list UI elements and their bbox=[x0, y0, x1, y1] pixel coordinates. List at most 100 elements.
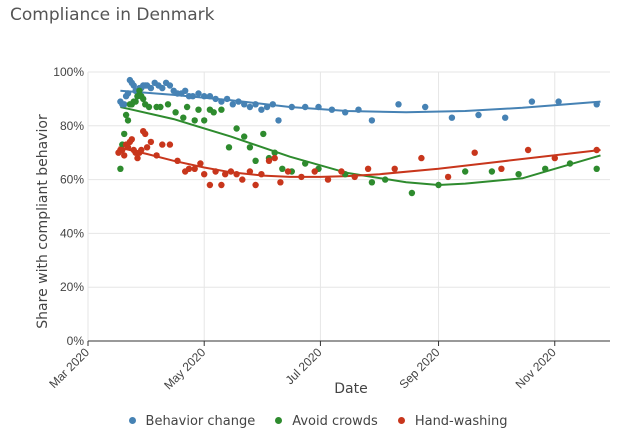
data-point bbox=[223, 95, 231, 103]
data-point bbox=[195, 106, 202, 113]
data-point bbox=[263, 103, 271, 111]
data-point bbox=[542, 165, 549, 172]
data-point bbox=[275, 117, 282, 124]
chart-plot: 0% 20% 40% 60% 80% 100% Mar 2020 May 2020 Jul 2… bbox=[35, 65, 610, 397]
data-point bbox=[218, 181, 225, 189]
y-axis-ticks: 0% 20% 40% 60% 80% 100% bbox=[53, 65, 84, 348]
legend-item: Avoid crowds bbox=[275, 414, 378, 429]
data-point bbox=[277, 179, 284, 186]
data-point bbox=[418, 154, 425, 162]
data-point bbox=[229, 101, 236, 108]
data-point bbox=[368, 179, 376, 186]
data-point bbox=[191, 117, 198, 124]
data-point bbox=[551, 154, 558, 162]
data-point bbox=[368, 117, 376, 124]
data-point bbox=[271, 154, 278, 162]
data-point bbox=[119, 146, 126, 154]
data-point bbox=[395, 101, 402, 108]
data-point bbox=[241, 101, 248, 108]
data-point bbox=[218, 106, 225, 113]
data-point bbox=[475, 111, 482, 119]
data-point bbox=[197, 160, 204, 167]
data-point bbox=[444, 173, 452, 181]
x-tick-label: Sep 2020 bbox=[396, 345, 442, 391]
x-tick-label: Mar 2020 bbox=[46, 345, 92, 391]
data-point bbox=[593, 101, 600, 108]
data-point bbox=[302, 160, 309, 167]
data-point bbox=[128, 136, 135, 143]
data-point bbox=[239, 176, 246, 183]
data-point bbox=[355, 106, 362, 113]
data-point bbox=[566, 160, 574, 167]
x-tick-label: Nov 2020 bbox=[513, 345, 559, 391]
data-point bbox=[147, 84, 155, 92]
data-point bbox=[136, 87, 143, 95]
data-point bbox=[159, 141, 166, 148]
data-point bbox=[498, 165, 505, 172]
data-point bbox=[222, 171, 229, 178]
data-point bbox=[284, 168, 292, 175]
legend-label: Avoid crowds bbox=[292, 414, 378, 429]
data-point bbox=[271, 149, 278, 156]
data-point bbox=[121, 152, 128, 159]
data-point bbox=[212, 95, 219, 103]
y-tick-label: 100% bbox=[53, 65, 84, 79]
data-point bbox=[471, 149, 478, 156]
data-point bbox=[593, 165, 600, 172]
data-point bbox=[382, 176, 389, 183]
data-point bbox=[260, 130, 267, 138]
data-point bbox=[227, 168, 235, 175]
data-point bbox=[147, 138, 155, 146]
data-point bbox=[132, 98, 139, 105]
data-point bbox=[269, 101, 276, 108]
data-point bbox=[515, 171, 522, 178]
data-point bbox=[448, 114, 456, 121]
data-point bbox=[233, 125, 240, 132]
legend: Behavior change Avoid crowds Hand-washing bbox=[0, 414, 636, 429]
data-point bbox=[117, 165, 124, 172]
data-point bbox=[528, 98, 536, 105]
chart-title: Compliance in Denmark bbox=[10, 5, 215, 25]
y-tick-label: 20% bbox=[60, 280, 84, 294]
data-point bbox=[315, 103, 322, 111]
data-point bbox=[593, 146, 600, 154]
data-point bbox=[134, 154, 141, 162]
legend-label: Behavior change bbox=[145, 414, 256, 429]
data-point bbox=[164, 101, 172, 108]
data-point bbox=[140, 95, 147, 103]
data-point bbox=[462, 168, 469, 175]
data-point bbox=[555, 98, 562, 105]
data-points bbox=[115, 76, 600, 197]
data-point bbox=[210, 109, 217, 116]
data-point bbox=[488, 168, 496, 175]
legend-marker bbox=[275, 417, 283, 424]
data-point bbox=[124, 117, 132, 124]
trend-line bbox=[120, 106, 601, 187]
y-tick-label: 80% bbox=[60, 119, 84, 133]
data-point bbox=[142, 130, 149, 138]
data-point bbox=[252, 101, 259, 108]
gridlines bbox=[87, 71, 610, 341]
data-point bbox=[422, 103, 429, 111]
x-tick-label: Jul 2020 bbox=[283, 345, 325, 387]
data-point bbox=[143, 144, 151, 151]
legend-item: Behavior change bbox=[128, 414, 256, 429]
data-point bbox=[258, 106, 265, 113]
data-point bbox=[145, 103, 153, 111]
data-point bbox=[159, 84, 166, 92]
data-point bbox=[302, 103, 309, 111]
data-point bbox=[201, 93, 208, 100]
data-point bbox=[233, 171, 240, 178]
trend-line bbox=[118, 146, 601, 178]
data-point bbox=[185, 165, 193, 172]
data-point bbox=[153, 152, 160, 159]
x-axis-ticks: Mar 2020 May 2020 Jul 2020 Sep 2020 Nov 2020 bbox=[46, 341, 559, 392]
data-point bbox=[524, 146, 532, 154]
data-point bbox=[328, 106, 336, 113]
data-point bbox=[218, 98, 225, 105]
data-point bbox=[338, 168, 345, 175]
data-point bbox=[166, 82, 174, 89]
data-point bbox=[502, 114, 509, 121]
data-point bbox=[246, 103, 254, 111]
x-axis-label: Date bbox=[334, 381, 367, 397]
